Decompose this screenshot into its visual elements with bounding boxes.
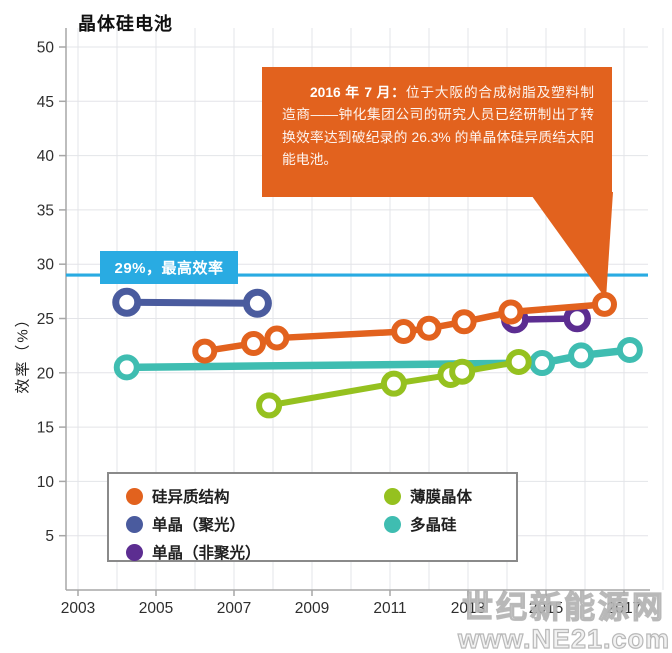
- data-point-series-0: [192, 338, 218, 364]
- data-point-series-1: [242, 288, 272, 318]
- series-line-1: [126, 298, 258, 307]
- data-point-series-3: [380, 370, 407, 397]
- y-tick-label: 10: [37, 474, 55, 491]
- max-efficiency-label: 29%，最高效率: [100, 251, 238, 284]
- y-tick-label: 25: [37, 311, 54, 328]
- legend-item-mono-nonconcentrator: 单晶（非聚光）: [126, 538, 384, 566]
- watermark-line1: 世纪新能源网: [461, 590, 666, 626]
- legend-dot-thinfilm: [384, 487, 401, 505]
- data-point-series-0: [498, 299, 524, 325]
- x-tick-label: 2003: [61, 600, 95, 617]
- data-point-series-3: [256, 392, 283, 419]
- x-tick-label: 2017: [607, 600, 641, 617]
- callout-date: 2016 年 7 月：: [310, 85, 406, 100]
- x-tick-label: 2013: [451, 600, 485, 617]
- y-tick-label: 35: [37, 202, 54, 219]
- legend-label-mono-nonconcentrator: 单晶（非聚光）: [152, 545, 261, 562]
- x-tick-label: 2009: [295, 600, 329, 617]
- y-tick-label: 30: [37, 257, 55, 274]
- y-tick-label: 40: [37, 148, 55, 165]
- data-point-series-4: [568, 342, 595, 369]
- data-point-series-3: [449, 358, 476, 385]
- callout-tail: [529, 192, 613, 299]
- x-tick-label: 2015: [529, 600, 563, 617]
- legend-dot-mono-nonconcentrator: [126, 543, 143, 561]
- data-point-series-1: [112, 287, 142, 317]
- watermark: 世纪新能源网 www.NE21.com: [457, 590, 670, 653]
- data-point-series-4: [529, 350, 556, 377]
- legend-item-multi: 多晶硅: [384, 510, 516, 538]
- legend-item-hit: 硅异质结构: [126, 482, 384, 510]
- data-point-series-0: [264, 325, 290, 351]
- legend-item-thinfilm: 薄膜晶体: [384, 482, 516, 510]
- legend-dot-mono-concentrator: [126, 515, 143, 533]
- y-tick-label: 5: [45, 528, 54, 545]
- data-point-series-2: [563, 304, 591, 333]
- legend-label-hit: 硅异质结构: [152, 489, 230, 506]
- legend-dot-multi: [384, 515, 401, 533]
- data-point-series-0: [451, 309, 477, 335]
- y-tick-label: 45: [37, 94, 54, 111]
- y-tick-label: 20: [37, 365, 55, 382]
- data-point-series-4: [113, 354, 140, 381]
- data-point-series-0: [416, 315, 442, 341]
- x-tick-label: 2011: [373, 600, 406, 617]
- x-tick-label: 2005: [139, 600, 173, 617]
- legend-dot-hit: [126, 487, 143, 505]
- callout-body: 位于大阪的合成树脂及塑料制造商——钟化集团公司的研究人员已经研制出了转换效率达到…: [282, 85, 594, 168]
- chart-title: 晶体硅电池: [78, 14, 173, 34]
- legend: 硅异质结构 薄膜晶体 单晶（聚光） 多晶硅 单晶（非聚光）: [107, 472, 518, 562]
- y-tick-label: 15: [37, 420, 54, 437]
- legend-label-mono-concentrator: 单晶（聚光）: [152, 517, 246, 534]
- x-tick-label: 2007: [217, 600, 251, 617]
- watermark-line2: www.NE21.com: [457, 623, 670, 653]
- callout-text: 2016 年 7 月：位于大阪的合成树脂及塑料制造商——钟化集团公司的研究人员已…: [282, 82, 594, 171]
- data-point-series-3: [505, 348, 532, 375]
- y-tick-label: 50: [37, 40, 55, 57]
- callout-box: 2016 年 7 月：位于大阪的合成树脂及塑料制造商——钟化集团公司的研究人员已…: [262, 67, 612, 197]
- y-axis-label: 效率（%）: [14, 310, 32, 394]
- legend-label-multi: 多晶硅: [410, 517, 457, 534]
- series-line-4: [126, 346, 631, 372]
- data-point-series-0: [592, 291, 617, 317]
- legend-item-mono-concentrator: 单晶（聚光）: [126, 510, 384, 538]
- data-point-series-0: [391, 319, 417, 345]
- data-point-series-0: [241, 330, 266, 356]
- data-point-series-4: [616, 336, 643, 363]
- legend-label-thinfilm: 薄膜晶体: [410, 489, 473, 506]
